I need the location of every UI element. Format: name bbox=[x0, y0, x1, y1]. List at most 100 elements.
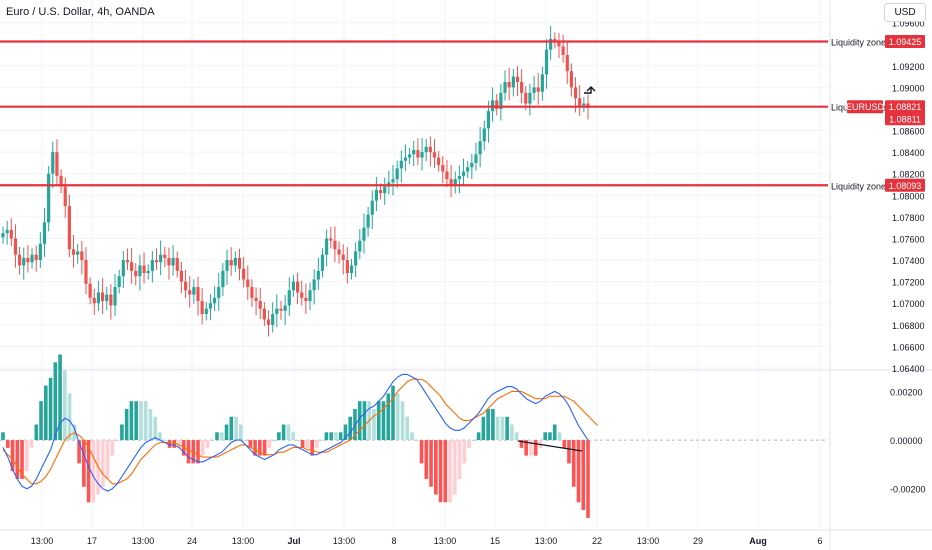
candle-body[interactable] bbox=[26, 257, 30, 263]
candle-body[interactable] bbox=[150, 260, 154, 271]
candle-body[interactable] bbox=[557, 42, 561, 47]
candle-body[interactable] bbox=[304, 297, 308, 302]
candle-body[interactable] bbox=[420, 152, 424, 158]
candle-body[interactable] bbox=[76, 251, 80, 255]
candle-body[interactable] bbox=[515, 76, 520, 82]
candle-body[interactable] bbox=[121, 260, 125, 277]
candle-body[interactable] bbox=[549, 38, 553, 50]
candle-body[interactable] bbox=[453, 179, 457, 185]
candle-body[interactable] bbox=[383, 186, 387, 194]
candle-body[interactable] bbox=[109, 294, 113, 306]
candle-body[interactable] bbox=[569, 71, 574, 88]
candle-body[interactable] bbox=[345, 260, 349, 274]
candle-body[interactable] bbox=[208, 303, 213, 309]
candle-body[interactable] bbox=[308, 290, 312, 302]
candle-body[interactable] bbox=[159, 254, 163, 263]
candle-body[interactable] bbox=[183, 281, 188, 291]
candle-body[interactable] bbox=[96, 292, 101, 304]
candle-body[interactable] bbox=[258, 301, 262, 309]
candle-body[interactable] bbox=[163, 254, 167, 258]
candle-body[interactable] bbox=[437, 157, 441, 166]
candle-body[interactable] bbox=[171, 257, 175, 266]
candle-body[interactable] bbox=[325, 238, 329, 255]
candle-body[interactable] bbox=[582, 103, 586, 106]
candle-body[interactable] bbox=[362, 227, 366, 241]
candle-body[interactable] bbox=[399, 160, 403, 169]
candle-body[interactable] bbox=[524, 92, 528, 104]
candle-body[interactable] bbox=[1, 233, 5, 238]
candle-body[interactable] bbox=[13, 238, 18, 255]
candle-body[interactable] bbox=[544, 49, 549, 75]
candle-body[interactable] bbox=[30, 254, 34, 263]
candle-body[interactable] bbox=[125, 260, 130, 263]
candle-body[interactable] bbox=[22, 257, 26, 266]
candle-body[interactable] bbox=[358, 240, 362, 252]
candle-body[interactable] bbox=[154, 260, 159, 263]
candle-body[interactable] bbox=[507, 81, 511, 88]
candle-body[interactable] bbox=[366, 214, 370, 228]
candle-body[interactable] bbox=[354, 251, 358, 266]
candle-body[interactable] bbox=[532, 87, 536, 93]
candle-body[interactable] bbox=[478, 141, 482, 155]
candle-body[interactable] bbox=[329, 238, 333, 241]
candle-body[interactable] bbox=[134, 270, 138, 277]
candle-body[interactable] bbox=[84, 260, 88, 284]
candle-body[interactable] bbox=[188, 290, 192, 295]
candle-body[interactable] bbox=[416, 149, 420, 158]
candle-body[interactable] bbox=[395, 168, 399, 180]
candle-body[interactable] bbox=[80, 251, 84, 261]
candle-body[interactable] bbox=[200, 301, 204, 315]
candle-body[interactable] bbox=[528, 92, 532, 104]
candle-body[interactable] bbox=[117, 276, 121, 288]
candle-body[interactable] bbox=[474, 154, 478, 163]
currency-button[interactable]: USD bbox=[884, 3, 926, 22]
candle-body[interactable] bbox=[279, 308, 283, 311]
candle-body[interactable] bbox=[204, 308, 208, 315]
candle-body[interactable] bbox=[287, 290, 291, 306]
candle-body[interactable] bbox=[374, 189, 379, 201]
candle-body[interactable] bbox=[196, 287, 200, 302]
candle-body[interactable] bbox=[212, 297, 217, 304]
candle-body[interactable] bbox=[246, 279, 250, 288]
candle-body[interactable] bbox=[271, 314, 275, 325]
candle-body[interactable] bbox=[378, 189, 383, 194]
candle-body[interactable] bbox=[300, 292, 304, 298]
candle-body[interactable] bbox=[42, 222, 47, 244]
candle-body[interactable] bbox=[67, 206, 71, 250]
candle-body[interactable] bbox=[242, 268, 246, 280]
candle-body[interactable] bbox=[403, 157, 408, 161]
candle-body[interactable] bbox=[573, 87, 578, 99]
candle-body[interactable] bbox=[233, 257, 237, 266]
candle-body[interactable] bbox=[88, 283, 92, 298]
candle-body[interactable] bbox=[291, 281, 296, 291]
candle-body[interactable] bbox=[470, 162, 474, 168]
candle-body[interactable] bbox=[561, 46, 565, 56]
candle-body[interactable] bbox=[217, 287, 221, 298]
candle-body[interactable] bbox=[283, 305, 287, 311]
candle-body[interactable] bbox=[424, 146, 428, 153]
candle-body[interactable] bbox=[221, 270, 225, 288]
candle-body[interactable] bbox=[341, 254, 345, 261]
candle-body[interactable] bbox=[34, 254, 38, 261]
candle-body[interactable] bbox=[92, 297, 96, 304]
candle-body[interactable] bbox=[146, 270, 150, 274]
candle-body[interactable] bbox=[428, 146, 432, 153]
divergence-trendline[interactable] bbox=[517, 440, 583, 452]
candle-body[interactable] bbox=[17, 254, 22, 266]
candle-body[interactable] bbox=[391, 179, 395, 183]
candle-body[interactable] bbox=[275, 308, 279, 315]
candle-body[interactable] bbox=[229, 260, 233, 266]
candle-body[interactable] bbox=[138, 265, 142, 277]
candle-body[interactable] bbox=[312, 279, 316, 291]
candle-body[interactable] bbox=[503, 81, 507, 93]
candle-body[interactable] bbox=[495, 100, 499, 109]
candle-body[interactable] bbox=[100, 292, 105, 302]
candle-body[interactable] bbox=[192, 287, 196, 295]
candle-body[interactable] bbox=[499, 92, 503, 109]
candle-body[interactable] bbox=[407, 154, 412, 158]
candle-body[interactable] bbox=[536, 87, 540, 92]
candle-body[interactable] bbox=[5, 229, 9, 234]
candle-body[interactable] bbox=[486, 111, 491, 129]
candle-body[interactable] bbox=[511, 76, 515, 88]
